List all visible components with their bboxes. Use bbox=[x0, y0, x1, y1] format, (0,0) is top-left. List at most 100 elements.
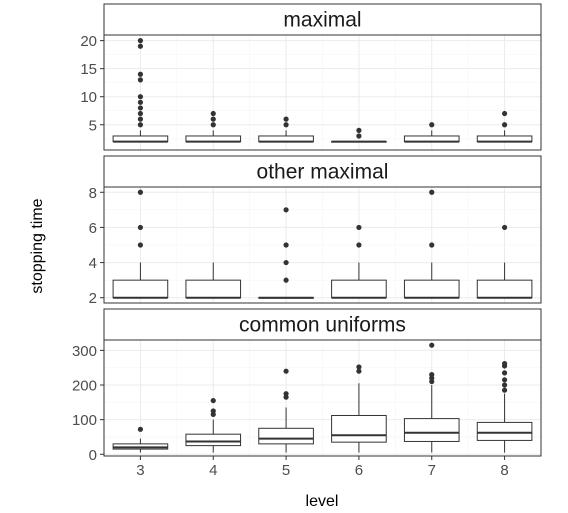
outlier-point bbox=[137, 426, 144, 432]
boxplot-8 bbox=[476, 224, 533, 299]
outlier-point bbox=[137, 38, 144, 44]
outlier-point bbox=[210, 110, 216, 117]
boxplot-4 bbox=[185, 397, 242, 453]
outlier-point bbox=[356, 242, 362, 248]
outlier-point bbox=[429, 242, 435, 248]
boxplot-8 bbox=[476, 110, 533, 143]
outlier-point bbox=[429, 342, 435, 348]
boxplot-4 bbox=[185, 262, 242, 299]
y-tick-label: 10 bbox=[80, 89, 97, 106]
outlier-point bbox=[137, 94, 144, 100]
facet-panel: other maximal 2 4 6 8 bbox=[89, 155, 542, 307]
box-iqr bbox=[476, 421, 533, 441]
y-tick-label: 100 bbox=[72, 412, 97, 429]
outlier-point bbox=[137, 242, 144, 248]
box-iqr bbox=[403, 418, 460, 442]
outlier-point bbox=[137, 105, 144, 111]
y-tick-label: 20 bbox=[80, 33, 97, 50]
facet-title: other maximal bbox=[257, 161, 389, 184]
box-iqr bbox=[403, 279, 460, 299]
outlier-point bbox=[356, 368, 362, 374]
outlier-point bbox=[137, 110, 144, 117]
box-iqr bbox=[112, 279, 169, 299]
y-tick-label: 4 bbox=[89, 255, 97, 272]
y-axis-title: stopping time bbox=[29, 198, 46, 293]
x-tick-label: 4 bbox=[209, 462, 217, 479]
outlier-point bbox=[501, 377, 508, 383]
outlier-point bbox=[283, 116, 289, 122]
outlier-point bbox=[283, 391, 289, 397]
outlier-point bbox=[283, 259, 289, 266]
outlier-point bbox=[501, 110, 508, 117]
outlier-point bbox=[283, 368, 289, 374]
boxplot-6 bbox=[331, 127, 387, 143]
outlier-point bbox=[137, 43, 144, 49]
panel-border bbox=[103, 339, 542, 457]
y-tick-label: 6 bbox=[89, 220, 97, 237]
outlier-point bbox=[137, 99, 144, 105]
x-tick-label: 3 bbox=[136, 462, 144, 479]
panel-border bbox=[103, 186, 542, 304]
facet-title: maximal bbox=[283, 9, 361, 32]
outlier-point bbox=[501, 122, 508, 128]
outlier-point bbox=[137, 224, 144, 231]
outlier-point bbox=[429, 189, 435, 195]
outlier-point bbox=[429, 372, 435, 378]
outlier-point bbox=[501, 382, 508, 388]
x-tick-label: 8 bbox=[500, 462, 508, 479]
outlier-point bbox=[283, 277, 289, 283]
y-tick-label: 0 bbox=[89, 447, 97, 464]
outlier-point bbox=[137, 71, 144, 77]
y-tick-label: 5 bbox=[89, 117, 97, 134]
y-tick-label: 300 bbox=[72, 343, 97, 360]
box-iqr bbox=[185, 433, 242, 447]
facet-panel: maximal 5 10 15 20 bbox=[80, 3, 542, 151]
box-iqr bbox=[185, 279, 242, 299]
y-tick-label: 15 bbox=[80, 61, 97, 78]
outlier-point bbox=[356, 127, 362, 133]
box-iqr bbox=[258, 427, 314, 445]
box-iqr bbox=[331, 414, 387, 443]
boxplot-7 bbox=[403, 122, 460, 143]
outlier-point bbox=[210, 122, 216, 128]
box-iqr bbox=[476, 279, 533, 299]
x-tick-label: 7 bbox=[428, 462, 436, 479]
boxplot-6 bbox=[331, 364, 387, 453]
outlier-point bbox=[501, 224, 508, 231]
outlier-point bbox=[137, 116, 144, 122]
outlier-point bbox=[429, 122, 435, 128]
outlier-point bbox=[210, 408, 216, 414]
outlier-point bbox=[356, 224, 362, 231]
facet-strip bbox=[103, 3, 542, 36]
facet-panel: common uniforms 0 100 200 300 3 4 5 6 7 8 bbox=[72, 308, 542, 479]
boxplot-5 bbox=[258, 368, 314, 453]
boxplot-7 bbox=[403, 189, 460, 299]
box-iqr bbox=[331, 279, 387, 299]
x-tick-label: 5 bbox=[282, 462, 290, 479]
x-tick-label: 6 bbox=[355, 462, 363, 479]
outlier-point bbox=[501, 370, 508, 376]
y-tick-label: 8 bbox=[89, 185, 97, 202]
boxplot-7 bbox=[403, 342, 460, 453]
boxplot-8 bbox=[476, 360, 533, 453]
outlier-point bbox=[283, 242, 289, 248]
outlier-point bbox=[283, 122, 289, 128]
outlier-point bbox=[210, 116, 216, 122]
outlier-point bbox=[501, 387, 508, 393]
y-tick-label: 200 bbox=[72, 378, 97, 395]
outlier-point bbox=[137, 189, 144, 195]
y-tick-label: 2 bbox=[89, 290, 97, 307]
boxplot-5 bbox=[258, 116, 314, 143]
facet-title: common uniforms bbox=[239, 314, 406, 337]
boxplot-3 bbox=[112, 426, 169, 453]
outlier-point bbox=[501, 360, 508, 367]
outlier-point bbox=[356, 133, 362, 139]
boxplot-5 bbox=[258, 207, 314, 299]
x-axis-title: level bbox=[306, 493, 339, 510]
outlier-point bbox=[210, 397, 216, 404]
panel-border bbox=[103, 34, 542, 151]
outlier-point bbox=[137, 122, 144, 128]
facet-strip bbox=[103, 155, 542, 188]
outlier-point bbox=[356, 364, 362, 370]
